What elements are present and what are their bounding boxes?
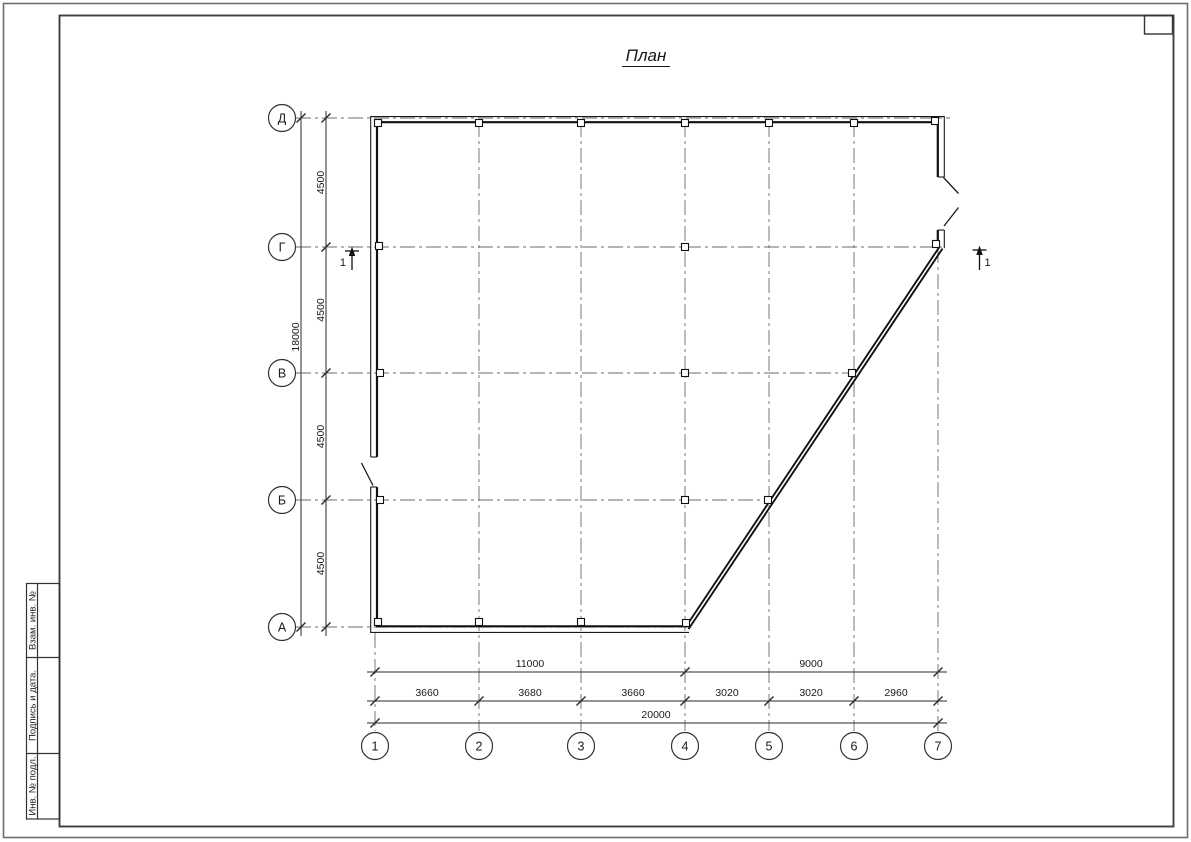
axis-label-col: 7 [935,740,942,754]
column-marker [374,241,384,251]
dim-bottom-group: 11000 [516,658,545,670]
stamp-label: Инв. № подл. [28,756,39,815]
drawing-title: План [622,46,670,68]
dim-left-total: 18000 [290,322,302,351]
column-marker [763,495,773,505]
diagonal-wall [684,246,944,630]
grid-lines [296,117,950,731]
door-swing-left [360,462,374,486]
left-dim-ticks [296,113,331,632]
top-right-box [1143,14,1174,35]
dim-bottom-segment: 3020 [715,687,739,699]
axis-label-row: Д [278,112,287,126]
page-title: План [626,46,667,65]
axis-bubble [267,103,297,133]
wall-end-caps [370,176,945,488]
dim-left-segment: 4500 [315,425,327,449]
column-marker [680,368,690,378]
axis-label-row: В [278,367,286,381]
axis-label-col: 5 [766,740,773,754]
dim-bottom-segment: 3680 [518,687,542,699]
axis-bubbles-left: Д Г В Б А [267,103,297,642]
column-marker [375,495,385,505]
dim-bottom-total: 20000 [641,709,670,721]
wall-outer-bottom [370,487,689,633]
column-marker [930,116,940,126]
axis-bubble [267,612,297,642]
axis-bubble [839,731,869,761]
column-marker [847,368,857,378]
axis-label-col: 4 [682,740,689,754]
section-mark-left: 1 [340,246,359,270]
column-marker [680,495,690,505]
axis-bubble [464,731,494,761]
door-swing-right-lower [943,207,960,227]
stamp-label: Взам. инв. № [28,591,39,650]
column-marker [576,617,586,627]
section-mark-right: 1 [972,245,991,270]
column-marker [681,618,691,628]
axis-bubble [923,731,953,761]
column-marker [375,368,385,378]
axis-label-row: А [278,621,287,635]
column-marker [849,118,859,128]
axis-label-row: Б [278,494,286,508]
bottom-dim-ticks [370,667,943,728]
stamp-outline [25,582,61,820]
left-dimensions: 18000 4500 4500 4500 4500 [290,111,331,636]
door-swing-right-upper [943,177,959,194]
inner-frame [58,14,1175,828]
axis-label-col: 3 [578,740,585,754]
axis-bubble [360,731,390,761]
column-marker [680,242,690,252]
stamp-block: Взам. инв. № Подпись и дата. Инв. № подл… [25,582,61,820]
section-mark-label: 1 [340,257,346,269]
axis-bubble [267,358,297,388]
dim-left-segment: 4500 [315,298,327,322]
section-mark-label: 1 [985,257,991,269]
wall-inner-top [375,121,939,457]
column-marker [931,239,941,249]
dim-bottom-segment: 3020 [799,687,823,699]
dim-left-segment: 4500 [315,171,327,195]
dim-bottom-segment: 3660 [415,687,439,699]
column-marker [373,617,383,627]
wall-inner-bottom [375,487,686,628]
column-marker [373,118,383,128]
dim-bottom-group: 9000 [799,658,823,670]
door-swings [360,177,960,486]
wall-outer-top [370,116,945,457]
dim-bottom-segment: 3660 [621,687,645,699]
axis-label-col: 6 [851,740,858,754]
column-marker [680,118,690,128]
axis-bubbles-bottom: 1 2 3 4 5 6 7 [360,731,953,761]
axis-label-col: 2 [476,740,483,754]
column-marker [764,118,774,128]
column-markers [373,116,941,628]
walls [360,116,960,633]
axis-bubble [267,232,297,262]
axis-bubble [566,731,596,761]
column-marker [576,118,586,128]
axis-bubble [754,731,784,761]
column-marker [474,617,484,627]
dim-bottom-segment: 2960 [884,687,908,699]
column-marker [474,118,484,128]
stamp-label: Подпись и дата. [28,670,39,741]
bottom-dimensions: 11000 9000 3660 3680 3660 3020 3020 2960… [367,658,947,728]
dim-left-segment: 4500 [315,552,327,576]
axis-label-col: 1 [372,740,379,754]
axis-label-row: Г [279,241,286,255]
axis-bubble [267,485,297,515]
axis-bubble [670,731,700,761]
